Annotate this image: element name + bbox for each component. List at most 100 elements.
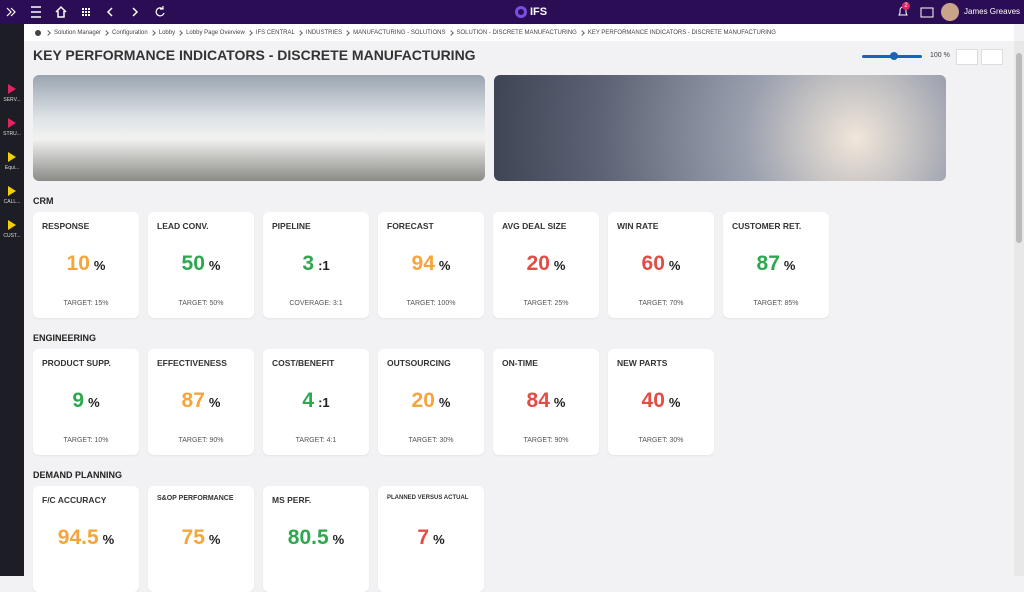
kpi-value: 7 — [417, 526, 430, 549]
kpi-value-row: 9% — [33, 389, 139, 413]
logo-icon — [515, 6, 527, 18]
kpi-unit: % — [93, 258, 106, 273]
kpi-target: TARGET: 90% — [523, 437, 569, 444]
sidebar-label[interactable]: STRU... — [3, 131, 21, 137]
kpi-card[interactable]: LEAD CONV. 50% TARGET: 50% — [148, 212, 254, 318]
sidebar-icon[interactable] — [8, 152, 16, 162]
breadcrumb-item[interactable]: INDUSTRIES — [305, 29, 343, 36]
kpi-value-row: 84% — [493, 389, 599, 413]
breadcrumb-item[interactable]: Lobby Page Overview — [186, 29, 245, 36]
kpi-value: 50 — [181, 252, 205, 275]
kpi-title: PRODUCT SUPP. — [42, 358, 111, 368]
sidebar: SERV... STRU... Equi... CALL... CUST... — [0, 24, 24, 576]
kpi-target: COVERAGE: 3:1 — [289, 300, 343, 307]
zoom-value: 100 % — [930, 52, 950, 59]
kpi-unit: % — [88, 395, 100, 410]
breadcrumb-item[interactable]: SOLUTION - DISCRETE MANUFACTURING — [456, 29, 577, 36]
separator — [296, 29, 303, 36]
kpi-title: EFFECTIVENESS — [157, 358, 227, 368]
avatar[interactable] — [941, 3, 959, 21]
kpi-card[interactable]: COST/BENEFIT 4:1 TARGET: 4:1 — [263, 349, 369, 455]
kpi-card[interactable]: AVG DEAL SIZE 20% TARGET: 25% — [493, 212, 599, 318]
kpi-unit: % — [553, 258, 566, 273]
settings-icon[interactable] — [920, 6, 934, 20]
kpi-unit: % — [438, 395, 451, 410]
kpi-value-row: 87% — [148, 389, 254, 413]
kpi-value: 40 — [641, 389, 665, 412]
breadcrumb-item[interactable]: IFS CENTRAL — [255, 29, 295, 36]
kpi-title: NEW PARTS — [617, 358, 668, 368]
kpi-value: 80.5 — [287, 526, 329, 549]
sidebar-label[interactable]: CUST... — [3, 233, 21, 239]
kpi-value-row: 7% — [378, 526, 484, 550]
kpi-value: 4 — [302, 389, 315, 412]
edit-button[interactable] — [956, 49, 978, 65]
separator — [344, 29, 350, 36]
kpi-card[interactable]: MS PERF. 80.5% — [263, 486, 369, 592]
kpi-value: 3 — [302, 252, 315, 275]
home-dot[interactable] — [34, 29, 42, 37]
sidebar-icon[interactable] — [8, 220, 16, 230]
kpi-title: PIPELINE — [272, 221, 311, 231]
kpi-target: TARGET: 70% — [638, 300, 684, 307]
breadcrumb-item[interactable]: KEY PERFORMANCE INDICATORS - DISCRETE MA… — [587, 29, 776, 36]
separator — [45, 29, 51, 36]
kpi-card[interactable]: F/C ACCURACY 94.5% — [33, 486, 139, 592]
zoom-slider[interactable] — [862, 52, 922, 60]
kpi-card[interactable]: CUSTOMER RET. 87% TARGET: 85% — [723, 212, 829, 318]
separator — [177, 29, 183, 36]
kpi-card[interactable]: PLANNED VERSUS ACTUAL 7% — [378, 486, 484, 592]
kpi-card[interactable]: EFFECTIVENESS 87% TARGET: 90% — [148, 349, 254, 455]
banner-robots — [33, 75, 485, 181]
kpi-card[interactable]: RESPONSE 10% TARGET: 15% — [33, 212, 139, 318]
kpi-card[interactable]: S&OP PERFORMANCE 75% — [148, 486, 254, 592]
section-title: DEMAND PLANNING — [33, 470, 122, 480]
breadcrumb-item[interactable]: MANUFACTURING - SOLUTIONS — [353, 29, 446, 36]
kpi-unit: % — [783, 258, 796, 273]
kpi-card[interactable]: ON-TIME 84% TARGET: 90% — [493, 349, 599, 455]
breadcrumb-item[interactable]: Solution Manager — [54, 29, 102, 36]
kpi-card[interactable]: FORECAST 94% TARGET: 100% — [378, 212, 484, 318]
user-name[interactable]: James Greaves — [964, 7, 1021, 16]
kpi-target: TARGET: 50% — [178, 300, 224, 307]
kpi-unit: % — [668, 258, 681, 273]
kpi-card[interactable]: PIPELINE 3:1 COVERAGE: 3:1 — [263, 212, 369, 318]
sidebar-label[interactable]: CALL... — [3, 199, 21, 205]
kpi-card[interactable]: OUTSOURCING 20% TARGET: 30% — [378, 349, 484, 455]
sidebar-icon[interactable] — [8, 118, 16, 128]
kpi-unit: % — [553, 395, 566, 410]
kpi-title: CUSTOMER RET. — [732, 221, 802, 231]
kpi-target: TARGET: 90% — [178, 437, 224, 444]
kpi-value-row: 94% — [378, 252, 484, 276]
top-bar: IFS 2 James Greaves — [0, 0, 1024, 24]
sidebar-label[interactable]: Equi... — [4, 165, 20, 171]
kpi-target: TARGET: 30% — [638, 437, 684, 444]
kpi-value-row: 50% — [148, 252, 254, 276]
sidebar-label[interactable]: SERV... — [3, 97, 21, 103]
sidebar-icon[interactable] — [8, 84, 16, 94]
kpi-unit: % — [208, 532, 221, 547]
kpi-value: 94.5 — [57, 526, 99, 549]
kpi-unit: % — [332, 532, 345, 547]
kpi-value-row: 3:1 — [263, 252, 369, 276]
kpi-unit: % — [433, 532, 445, 547]
kpi-title: PLANNED VERSUS ACTUAL — [387, 495, 469, 501]
separator — [447, 29, 454, 36]
section-title: ENGINEERING — [33, 333, 97, 343]
share-button[interactable] — [981, 49, 1003, 65]
breadcrumb: Solution Manager Configuration Lobby Lobby … — [24, 24, 1014, 41]
breadcrumb-item[interactable]: Lobby — [158, 29, 176, 36]
kpi-card[interactable]: WIN RATE 60% TARGET: 70% — [608, 212, 714, 318]
breadcrumb-item[interactable]: Configuration — [112, 29, 148, 36]
sidebar-icon[interactable] — [8, 186, 16, 196]
scrollbar[interactable] — [1014, 41, 1024, 576]
kpi-card[interactable]: NEW PARTS 40% TARGET: 30% — [608, 349, 714, 455]
kpi-unit: :1 — [318, 258, 330, 273]
kpi-value: 20 — [411, 389, 435, 412]
kpi-target: TARGET: 25% — [523, 300, 569, 307]
kpi-title: FORECAST — [387, 221, 434, 231]
kpi-title: ON-TIME — [502, 358, 538, 368]
kpi-title: AVG DEAL SIZE — [502, 221, 567, 231]
kpi-value-row: 10% — [33, 252, 139, 276]
kpi-card[interactable]: PRODUCT SUPP. 9% TARGET: 10% — [33, 349, 139, 455]
